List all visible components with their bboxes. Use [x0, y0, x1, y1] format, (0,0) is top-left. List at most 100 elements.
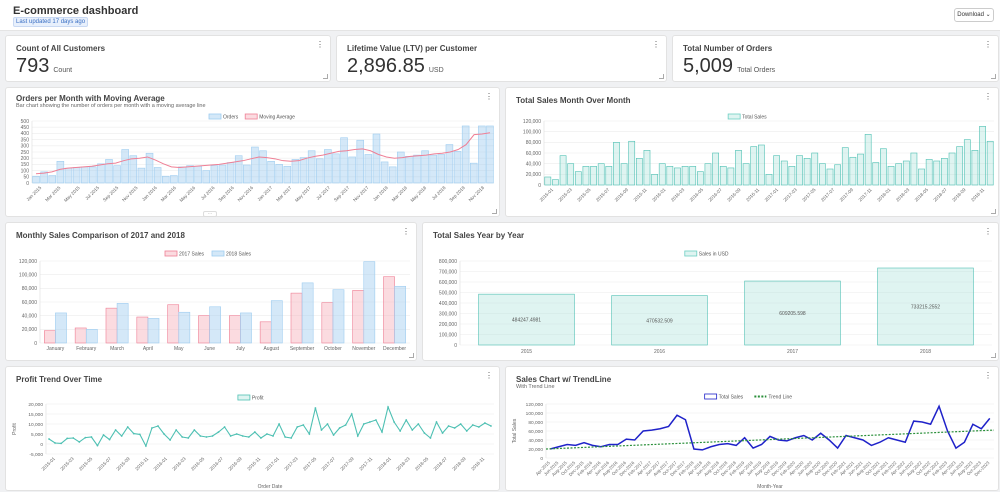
kpi-title: Lifetime Value (LTV) per Customer	[347, 44, 478, 53]
order-bar	[364, 154, 373, 184]
y-tick-label: 0	[540, 456, 543, 462]
y-tick-label: 120,000	[19, 259, 37, 265]
sales-bar	[933, 160, 941, 186]
profit-line-point	[108, 438, 111, 441]
sales-bar	[963, 139, 971, 186]
sales-2017-bar	[352, 290, 365, 344]
x-tick-label: 2018-09	[451, 456, 467, 472]
more-options-icon[interactable]: ⋮	[984, 371, 992, 380]
legend-swatch	[164, 250, 178, 257]
y-tick-label: 20,000	[28, 402, 43, 408]
order-bar	[243, 164, 251, 184]
chart-subtitle: Bar chart showing the number of orders p…	[16, 103, 206, 109]
sales-bar	[834, 164, 841, 186]
profit-line-point	[84, 436, 87, 439]
profit-line-point	[253, 431, 256, 433]
x-tick-label: 2017-07	[820, 187, 836, 203]
sales-bar	[620, 163, 628, 186]
order-bar	[218, 164, 227, 184]
sales-bar	[674, 167, 681, 186]
kpi-value: 5,009	[683, 55, 734, 77]
more-options-icon[interactable]: ⋮	[485, 371, 493, 380]
profit-line-point	[338, 427, 341, 429]
x-tick-label: 2017-03	[782, 187, 798, 203]
sales-2017-bar	[229, 315, 241, 344]
x-tick-label: Jul 2018	[431, 185, 447, 201]
profit-line-point	[229, 435, 232, 437]
sales-2017-bar	[74, 327, 87, 344]
x-tick-label: 2018-01	[377, 456, 393, 472]
resize-handle[interactable]	[409, 353, 414, 358]
profit-line-point	[411, 429, 414, 431]
sales-2018-bar	[209, 306, 221, 344]
more-options-icon[interactable]: ⋮	[984, 92, 992, 101]
resize-handle[interactable]	[991, 209, 996, 214]
x-tick-label: Jan 2018	[372, 185, 389, 202]
x-tick-label: 2016-03	[670, 187, 686, 203]
y-tick-label: 100,000	[526, 411, 544, 417]
x-tick-label: 2015-05	[576, 187, 592, 203]
y-tick-label: 0	[538, 183, 541, 189]
resize-handle[interactable]	[492, 209, 497, 214]
x-tick-label: 2018-01	[876, 187, 892, 203]
sales-bar	[910, 152, 918, 186]
sales-2017-bar	[321, 302, 334, 344]
x-tick-label: 2016-09	[726, 187, 742, 203]
more-options-icon[interactable]: ⋮	[402, 227, 410, 236]
chart-card-sales: Total Sales Month Over Month ⋮ Total Sal…	[505, 87, 999, 217]
sales-bar	[849, 156, 857, 186]
drag-handle[interactable]: ⋯	[203, 211, 217, 217]
legend-label: Total Sales	[719, 395, 744, 401]
order-bar	[72, 167, 81, 184]
sales-2018-bar	[240, 312, 252, 344]
order-bar	[105, 159, 113, 184]
resize-handle[interactable]	[323, 74, 328, 79]
x-tick-label: May 2018	[410, 185, 428, 203]
y-tick-label: 20,000	[526, 172, 542, 178]
sales-bar	[559, 155, 567, 186]
more-options-icon[interactable]: ⋮	[316, 40, 324, 49]
y-tick-label: 80,000	[526, 140, 542, 146]
x-tick-label: 2018-05	[414, 456, 430, 472]
more-options-icon[interactable]: ⋮	[652, 40, 660, 49]
more-options-icon[interactable]: ⋮	[984, 40, 992, 49]
sales-bar	[567, 163, 575, 186]
profit-line-point	[102, 434, 105, 436]
orders-chart: Orders Moving Average 05010015020025030035…	[21, 113, 494, 203]
download-button[interactable]: Download ⌄	[954, 8, 994, 22]
profit-line-point	[459, 423, 462, 425]
profit-line-point	[235, 433, 238, 435]
resize-handle[interactable]	[659, 74, 664, 79]
order-bar	[234, 155, 243, 184]
sales-bar	[918, 168, 925, 186]
x-tick-label: Mar 2017	[275, 185, 293, 203]
x-tick-label: July	[236, 346, 245, 352]
monthly-chart: 2017 Sales 2018 Sales 0 20,000 40,000 60,000 8…	[19, 250, 410, 352]
x-tick-label: August	[263, 346, 279, 352]
kpi-card-ltv: Lifetime Value (LTV) per Customer ⋮ 2,89…	[336, 35, 667, 82]
profit-line-point	[157, 425, 159, 427]
resize-handle[interactable]	[991, 74, 996, 79]
profit-line-point	[169, 439, 172, 441]
chart-card-monthly: Monthly Sales Comparison of 2017 and 201…	[5, 222, 417, 361]
more-options-icon[interactable]: ⋮	[485, 92, 493, 101]
x-tick-label: Mar 2016	[160, 185, 178, 203]
x-tick-label: May 2015	[63, 185, 81, 203]
x-tick-label: Jul 2016	[200, 185, 216, 201]
sales-2018-bar	[270, 300, 283, 344]
x-tick-label: December	[383, 346, 406, 352]
x-tick-label: 2016-05	[190, 456, 206, 472]
resize-handle[interactable]	[991, 353, 996, 358]
x-tick-label: May 2017	[294, 185, 312, 203]
profit-line-point	[320, 429, 323, 431]
profit-line-point	[126, 426, 129, 428]
x-tick-label: 2018-03	[895, 187, 911, 203]
x-tick-label: 2016-09	[227, 456, 243, 472]
bar-value-label: 733215.2552	[911, 305, 940, 311]
chart-card-yearly: Total Sales Year by Year ⋮ Sales in USD 0…	[422, 222, 999, 361]
y-tick-label: 400	[21, 131, 30, 137]
y-tick-label: 40,000	[528, 438, 543, 444]
profit-line-point	[278, 423, 280, 425]
more-options-icon[interactable]: ⋮	[984, 227, 992, 236]
profit-line-point	[490, 425, 492, 427]
